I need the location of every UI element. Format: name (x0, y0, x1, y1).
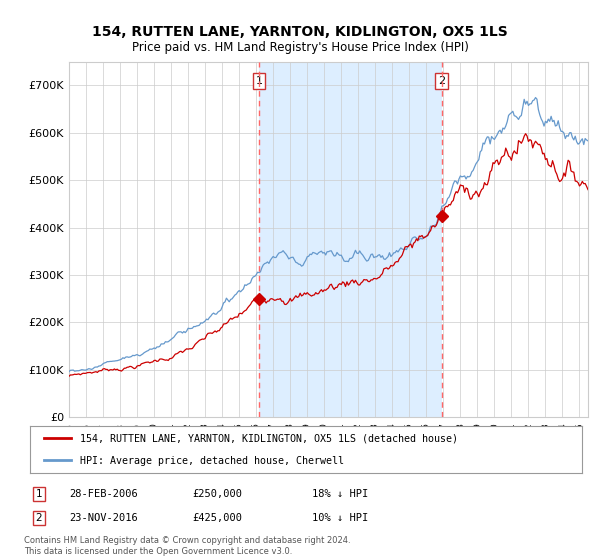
Text: Price paid vs. HM Land Registry's House Price Index (HPI): Price paid vs. HM Land Registry's House … (131, 40, 469, 54)
Text: £250,000: £250,000 (192, 489, 242, 499)
Text: 2: 2 (35, 513, 43, 523)
Text: HPI: Average price, detached house, Cherwell: HPI: Average price, detached house, Cher… (80, 456, 344, 466)
Text: 28-FEB-2006: 28-FEB-2006 (69, 489, 138, 499)
Text: 154, RUTTEN LANE, YARNTON, KIDLINGTON, OX5 1LS: 154, RUTTEN LANE, YARNTON, KIDLINGTON, O… (92, 26, 508, 39)
Text: 1: 1 (35, 489, 43, 499)
Text: 154, RUTTEN LANE, YARNTON, KIDLINGTON, OX5 1LS (detached house): 154, RUTTEN LANE, YARNTON, KIDLINGTON, O… (80, 434, 458, 444)
Bar (259, 62, 442, 417)
Text: 18% ↓ HPI: 18% ↓ HPI (312, 489, 368, 499)
Text: 23-NOV-2016: 23-NOV-2016 (69, 513, 138, 523)
Text: Contains HM Land Registry data © Crown copyright and database right 2024.
This d: Contains HM Land Registry data © Crown c… (24, 536, 350, 556)
Text: 2: 2 (438, 76, 445, 86)
Text: £425,000: £425,000 (192, 513, 242, 523)
Text: 1: 1 (256, 76, 262, 86)
Text: 10% ↓ HPI: 10% ↓ HPI (312, 513, 368, 523)
